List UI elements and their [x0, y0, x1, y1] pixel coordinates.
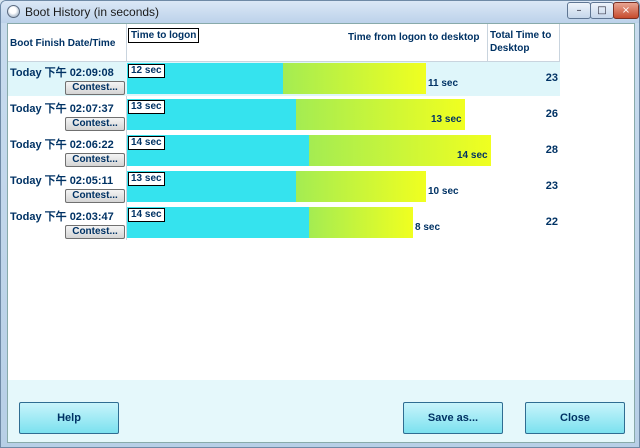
total-time-value: 28 [545, 144, 558, 156]
contest-button[interactable]: Contest... [65, 153, 125, 167]
header-date-time: Boot Finish Date/Time [10, 38, 116, 49]
logon-time-label: 13 sec [128, 100, 165, 114]
title-bar[interactable]: Boot History (in seconds) – □ × [1, 1, 639, 23]
logon-time-label: 13 sec [128, 172, 165, 186]
logon-time-label: 14 sec [128, 208, 165, 222]
boot-date-time: Today 下午 02:07:37 [10, 103, 114, 115]
boot-date-time: Today 下午 02:03:47 [10, 211, 114, 223]
desktop-time-bar [296, 171, 426, 202]
boot-row[interactable]: Today 下午 02:07:37 Contest... 13 sec 13 sec 2… [8, 98, 560, 132]
contest-button[interactable]: Contest... [65, 117, 125, 131]
logon-time-label: 12 sec [128, 64, 165, 78]
desktop-time-label: 11 sec [428, 78, 459, 89]
desktop-time-label: 13 sec [431, 114, 462, 125]
boot-row[interactable]: Today 下午 02:06:22 Contest... 14 sec 14 sec 2… [8, 134, 560, 168]
boot-date-time: Today 下午 02:05:11 [10, 175, 114, 187]
header-divider [8, 61, 560, 62]
total-time-value: 23 [545, 72, 558, 84]
stopwatch-icon [7, 5, 20, 18]
save-as-button[interactable]: Save as... [403, 402, 503, 434]
close-button[interactable]: Close [525, 402, 625, 434]
header-total-time: Total Time to Desktop [490, 30, 552, 54]
boot-row[interactable]: Today 下午 02:09:08 Contest... 12 sec 11 sec 2… [8, 62, 560, 96]
total-time-value: 23 [545, 180, 558, 192]
minimize-button[interactable]: – [567, 2, 591, 19]
client-area: Boot Finish Date/Time Time to logon Time… [7, 23, 635, 443]
logon-time-label: 14 sec [128, 136, 165, 150]
boot-date-time: Today 下午 02:06:22 [10, 139, 114, 151]
maximize-button[interactable]: □ [590, 2, 614, 19]
column-divider [559, 24, 560, 62]
contest-button[interactable]: Contest... [65, 225, 125, 239]
desktop-time-label: 10 sec [428, 186, 459, 197]
window-title: Boot History (in seconds) [25, 5, 160, 19]
desktop-time-bar [309, 135, 491, 166]
boot-date-time: Today 下午 02:09:08 [10, 67, 114, 79]
boot-row[interactable]: Today 下午 02:05:11 Contest... 13 sec 10 sec 2… [8, 170, 560, 204]
header-time-to-logon: Time to logon [128, 28, 200, 43]
desktop-time-label: 14 sec [457, 150, 488, 161]
desktop-time-bar [296, 99, 465, 130]
column-divider [126, 24, 127, 240]
contest-button[interactable]: Contest... [65, 189, 125, 203]
help-button[interactable]: Help [19, 402, 119, 434]
total-time-value: 22 [545, 216, 558, 228]
desktop-time-label: 8 sec [415, 222, 441, 233]
boot-row[interactable]: Today 下午 02:03:47 Contest... 14 sec 8 sec 22 [8, 206, 560, 240]
close-window-button[interactable]: × [613, 2, 639, 19]
desktop-time-bar [309, 207, 413, 238]
header-logon-to-desktop: Time from logon to desktop [348, 32, 480, 43]
column-divider [487, 24, 488, 62]
desktop-time-bar [283, 63, 426, 94]
boot-history-grid: Boot Finish Date/Time Time to logon Time… [8, 24, 634, 380]
contest-button[interactable]: Contest... [65, 81, 125, 95]
total-time-value: 26 [545, 108, 558, 120]
